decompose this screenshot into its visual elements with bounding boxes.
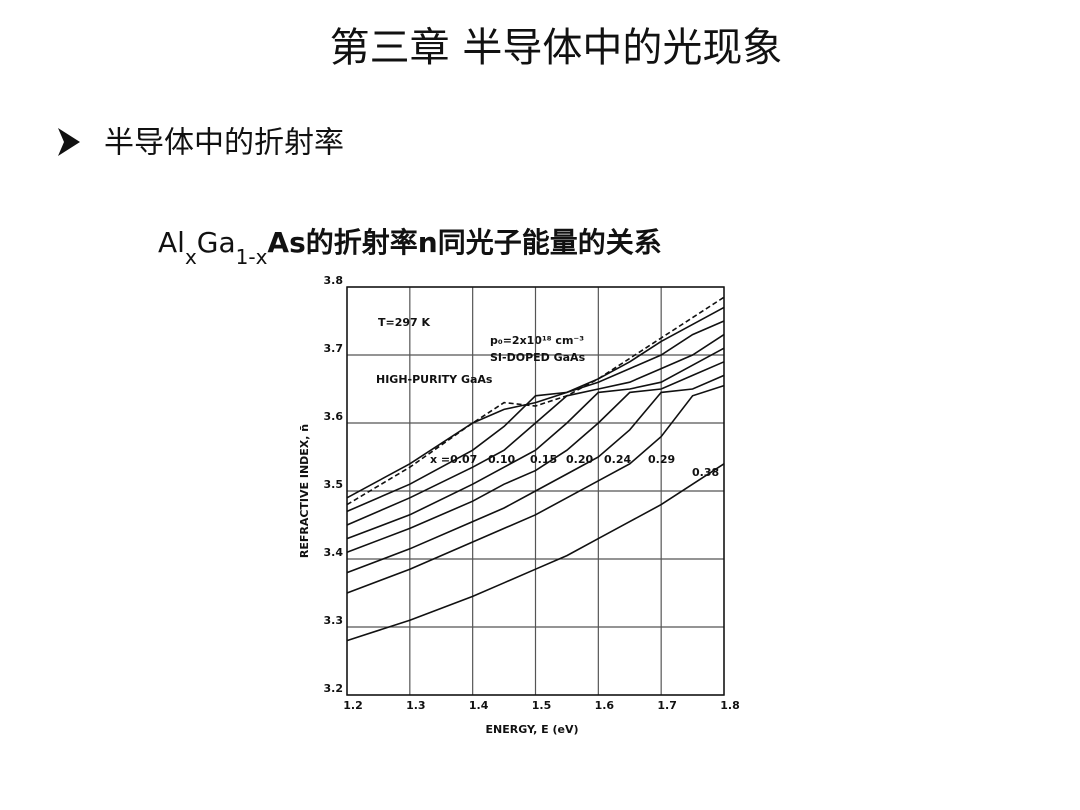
y-axis-label: REFRACTIVE INDEX, n̄ (298, 424, 311, 558)
x-tick-label: 1.5 (532, 699, 552, 712)
series-label: SI-DOPED GaAs (490, 351, 586, 364)
x-tick-label: 1.4 (469, 699, 489, 712)
x-axis-label: ENERGY, E (eV) (485, 723, 578, 736)
x-tick-label: 1.7 (657, 699, 677, 712)
x-tick-label: 1.8 (720, 699, 740, 712)
series-label: 0.20 (566, 453, 593, 466)
series-label: 0.29 (648, 453, 675, 466)
annotation: T=297 K (378, 316, 431, 329)
series-line (346, 463, 725, 642)
series-label: 0.15 (530, 453, 557, 466)
series-label: 0.38 (692, 466, 719, 479)
bullet-text: 半导体中的折射率 (104, 126, 344, 161)
series-line (346, 347, 725, 540)
slide-title: 第三章 半导体中的光现象 (330, 25, 783, 71)
series-line (346, 374, 725, 574)
x-tick-label: 1.3 (406, 699, 426, 712)
caption-part: x (185, 245, 197, 269)
y-tick-label: 3.3 (324, 614, 344, 627)
x-tick-label: 1.6 (595, 699, 615, 712)
series-label: x =0.07 (430, 453, 477, 466)
plot-frame (346, 286, 725, 696)
series-label: HIGH-PURITY GaAs (376, 373, 493, 386)
series-label: 0.24 (604, 453, 631, 466)
y-tick-label: 3.4 (324, 546, 344, 559)
annotation: p₀=2x10¹⁸ cm⁻³ (490, 334, 584, 347)
series-label: 0.10 (488, 453, 515, 466)
caption-part: Al (158, 226, 185, 259)
y-tick-label: 3.7 (324, 342, 344, 355)
y-tick-label: 3.2 (324, 682, 344, 695)
x-tick-label: 1.2 (343, 699, 363, 712)
y-tick-label: 3.6 (324, 410, 344, 423)
series-line (346, 384, 725, 594)
y-tick-label: 3.8 (324, 274, 344, 287)
series-line (346, 361, 725, 553)
series-line (346, 306, 725, 499)
caption-part: As的折射率n同光子能量的关系 (267, 226, 661, 259)
caption-part: 1-x (236, 245, 268, 269)
caption-part: Ga (197, 226, 236, 259)
series-line (346, 296, 725, 506)
bullet-arrow (58, 128, 80, 156)
y-tick-label: 3.5 (324, 478, 344, 491)
chart-caption: AlxGa1-xAs的折射率n同光子能量的关系 (158, 226, 662, 269)
